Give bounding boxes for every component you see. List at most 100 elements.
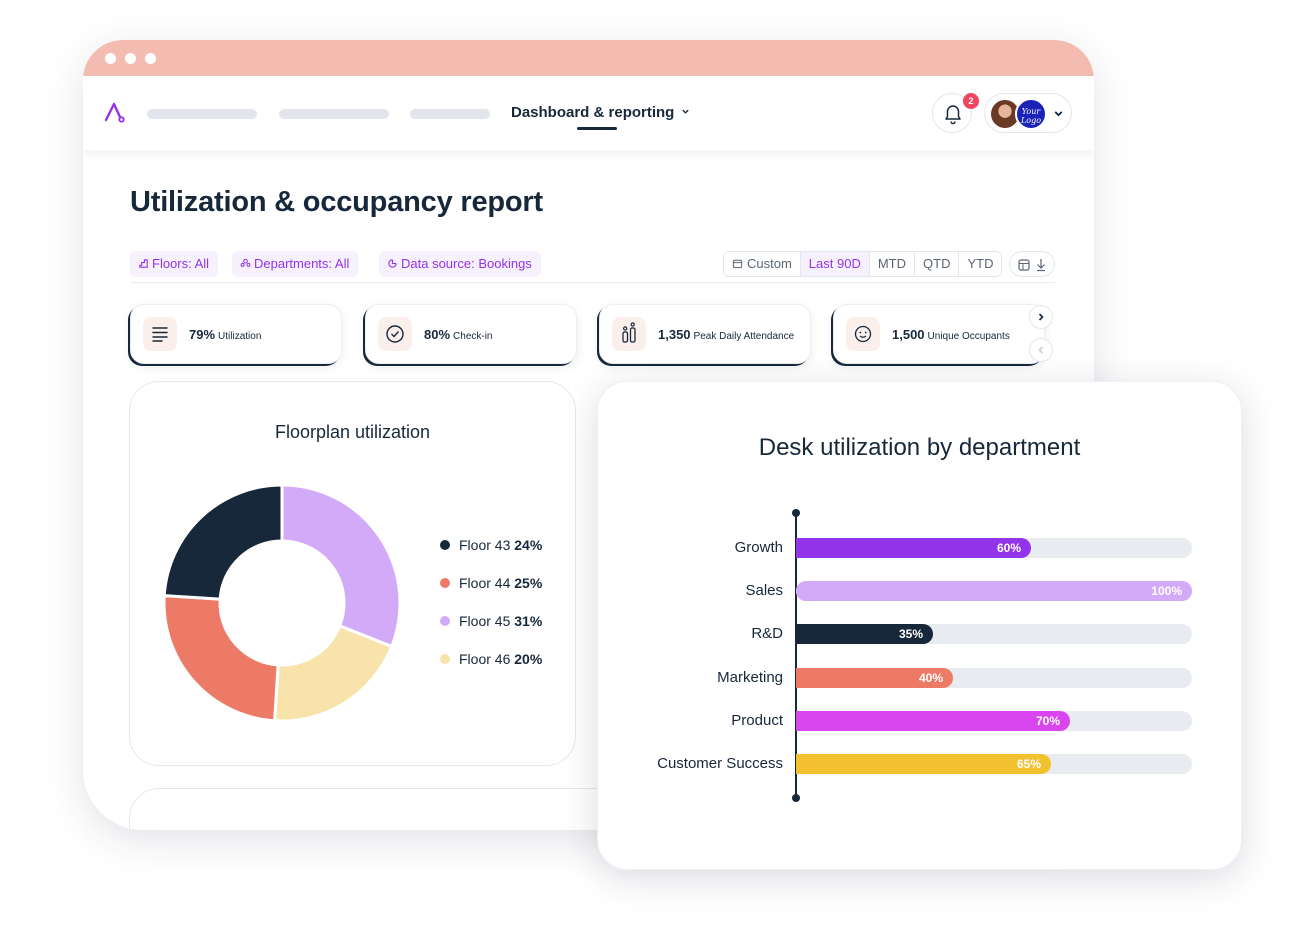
desk-title: Desk utilization by department	[758, 434, 1081, 461]
export-button[interactable]	[1009, 251, 1055, 277]
bar-fill[interactable]: 35%	[796, 624, 933, 644]
window-titlebar	[83, 40, 1094, 76]
attendance-icon	[622, 322, 636, 343]
legend-value: 25%	[514, 575, 543, 591]
axis-endpoint	[792, 794, 800, 802]
active-nav-indicator	[577, 127, 617, 130]
kpi-unique-occupants[interactable]: 1,500 Unique Occupants	[833, 304, 1045, 364]
bar-category-label: Product	[731, 712, 783, 729]
kpi-check-in[interactable]: 80% Check-in	[365, 304, 577, 364]
window-dot	[105, 53, 116, 64]
filter-departments[interactable]: Departments: All	[232, 251, 359, 277]
kpi-label: Peak Daily Attendance	[693, 331, 795, 342]
nav-dashboard-label: Dashboard & reporting	[511, 104, 675, 121]
legend-item: Floor 46 20%	[440, 651, 542, 667]
date-range-custom[interactable]: Custom	[724, 252, 800, 276]
account-menu-button[interactable]: Your Logo	[984, 93, 1072, 133]
bar-track: 60%	[796, 538, 1192, 558]
notification-badge: 2	[963, 93, 979, 109]
check-circle-icon	[386, 325, 404, 343]
kpi-value: 80%	[424, 327, 451, 342]
kpi-icon-box	[846, 317, 880, 351]
axis-endpoint	[792, 509, 800, 517]
nav-link-placeholder[interactable]	[410, 109, 490, 119]
window-dot	[125, 53, 136, 64]
legend-swatch	[440, 654, 450, 664]
bar-fill[interactable]: 70%	[796, 711, 1070, 731]
donut-slice-floor-45[interactable]	[280, 483, 402, 649]
nav-dashboard-reporting[interactable]: Dashboard & reporting	[511, 104, 690, 121]
legend-swatch	[440, 578, 450, 588]
chevron-left-icon	[1038, 346, 1044, 354]
page-title: Utilization & occupancy report	[130, 186, 543, 218]
kpi-prev-button[interactable]	[1029, 338, 1053, 362]
filter-departments-label: Departments: All	[254, 256, 350, 271]
floorplan-title: Floorplan utilization	[274, 422, 431, 442]
date-range-ytd[interactable]: YTD	[958, 252, 1001, 276]
top-nav: Dashboard & reporting 2 Your Logo	[83, 76, 1094, 150]
app-logo-icon[interactable]	[103, 101, 125, 123]
donut-slice-floor-43[interactable]	[162, 483, 284, 601]
bar-value-label: 70%	[1035, 714, 1060, 728]
list-icon	[152, 327, 168, 342]
chevron-right-icon	[1038, 313, 1044, 321]
chevron-down-icon	[681, 109, 689, 114]
kpi-label: Utilization	[218, 331, 262, 342]
kpi-icon-box	[612, 317, 646, 351]
kpi-icon-box	[378, 317, 412, 351]
kpi-value: 79%	[189, 327, 216, 342]
donut-slice-floor-44[interactable]	[162, 593, 280, 723]
bar-track: 35%	[796, 624, 1192, 644]
secondary-card	[129, 788, 629, 830]
legend-swatch	[440, 616, 450, 626]
floorplan-utilization-card: Floorplan utilization Floor 43 24% Floor …	[129, 381, 576, 766]
calendar-icon	[732, 259, 743, 269]
legend-swatch	[440, 540, 450, 550]
bar-value-label: 65%	[1016, 757, 1041, 771]
bar-fill[interactable]: 65%	[796, 754, 1051, 774]
bar-fill[interactable]: 40%	[796, 668, 953, 688]
bar-category-label: Sales	[745, 582, 783, 599]
kpi-value: 1,350	[658, 327, 691, 342]
filter-floors[interactable]: Floors: All	[130, 251, 219, 277]
bar-category-label: Customer Success	[657, 755, 783, 772]
bar-value-label: 60%	[996, 541, 1021, 555]
date-range-qtd[interactable]: QTD	[914, 252, 958, 276]
bar-category-label: Growth	[734, 539, 783, 556]
legend-item: Floor 45 31%	[440, 613, 542, 629]
kpi-peak-daily-attendance[interactable]: 1,350 Peak Daily Attendance	[599, 304, 811, 364]
bar-category-label: Marketing	[717, 669, 783, 686]
legend-value: 31%	[514, 613, 543, 629]
nav-link-placeholder[interactable]	[279, 109, 389, 119]
kpi-label: Check-in	[453, 331, 493, 342]
legend-value: 20%	[514, 651, 543, 667]
nav-link-placeholder[interactable]	[147, 109, 257, 119]
filter-data-source[interactable]: Data source: Bookings	[379, 251, 541, 277]
divider	[130, 282, 1055, 283]
notifications-button[interactable]	[932, 93, 972, 133]
bar-track: 100%	[796, 581, 1192, 601]
floor-icon	[139, 259, 148, 268]
data-source-icon	[388, 259, 397, 268]
bar-fill[interactable]: 60%	[796, 538, 1031, 558]
bar-value-label: 35%	[898, 627, 923, 641]
floorplan-donut-chart	[162, 483, 402, 723]
date-range-mtd[interactable]: MTD	[868, 252, 914, 276]
chevron-down-icon	[1054, 111, 1063, 117]
legend-label: Floor 44	[459, 575, 515, 591]
legend-item: Floor 43 24%	[440, 537, 542, 553]
date-range-selector: Custom Last 90D MTD QTD YTD	[723, 251, 1003, 277]
kpi-icon-box	[143, 317, 177, 351]
filter-data-source-label: Data source: Bookings	[401, 256, 532, 271]
bar-track: 70%	[796, 711, 1192, 731]
date-range-last-90d[interactable]: Last 90D	[799, 252, 869, 276]
kpi-utilization[interactable]: 79% Utilization	[130, 304, 342, 364]
window-dot	[145, 53, 156, 64]
company-logo: Your Logo	[1015, 98, 1047, 130]
legend-item: Floor 44 25%	[440, 575, 542, 591]
bar-fill[interactable]: 100%	[796, 581, 1192, 601]
bar-chart-axis	[795, 513, 797, 799]
kpi-next-button[interactable]	[1029, 305, 1053, 329]
donut-slice-floor-46[interactable]	[272, 623, 394, 723]
bar-track: 40%	[796, 668, 1192, 688]
